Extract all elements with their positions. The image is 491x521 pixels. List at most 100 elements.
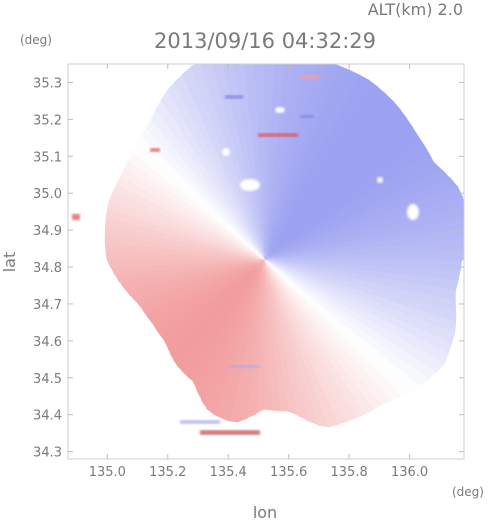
echo-sector — [187, 259, 265, 383]
y-tick-label: 35.3 — [33, 76, 62, 91]
echo-sector — [264, 249, 464, 262]
echo-sector — [213, 259, 265, 419]
echo-sector — [135, 259, 265, 308]
velocity-field — [72, 64, 464, 435]
echo-streak — [258, 133, 298, 137]
echo-sector — [264, 109, 408, 260]
echo-sector — [264, 259, 429, 387]
echo-sector — [192, 259, 265, 392]
echo-sector — [123, 159, 265, 260]
echo-sector — [264, 135, 425, 260]
y-tick-label: 34.4 — [33, 409, 62, 424]
chart-title: 2013/09/16 04:32:29 — [154, 29, 376, 53]
echo-sector — [264, 259, 412, 398]
echo-sector — [264, 259, 402, 402]
echo-sector — [264, 93, 395, 260]
echo-streak — [150, 148, 160, 152]
echo-streak — [180, 420, 220, 424]
echo-sector — [200, 64, 265, 260]
echo-sector — [264, 217, 464, 260]
echo-sector — [264, 169, 451, 260]
echo-sector — [264, 259, 357, 423]
x-tick-label: 136.0 — [391, 465, 428, 480]
data-gap — [275, 107, 285, 113]
y-tick-label: 35.0 — [33, 187, 62, 202]
echo-sector — [140, 259, 265, 314]
echo-sector — [243, 64, 265, 260]
echo-streak — [72, 214, 80, 220]
echo-sector — [116, 175, 265, 260]
echo-sector — [119, 259, 265, 290]
y-unit-label: (deg) — [20, 33, 52, 47]
echo-sector — [264, 259, 298, 416]
echo-sector — [264, 259, 449, 365]
echo-sector — [166, 259, 265, 354]
echo-sector — [264, 259, 329, 428]
echo-sector — [222, 64, 265, 260]
y-axis-label: lat — [0, 252, 19, 273]
x-axis-label: lon — [253, 503, 277, 521]
echo-sector — [129, 259, 265, 302]
y-tick-label: 34.6 — [33, 335, 62, 350]
echo-sector — [120, 167, 265, 260]
echo-sector — [264, 259, 338, 428]
echo-sector — [106, 258, 265, 268]
echo-sector — [177, 259, 265, 373]
echo-sector — [112, 183, 265, 260]
echo-sector — [264, 126, 419, 260]
echo-sector — [264, 259, 445, 373]
echo-sector — [109, 190, 265, 260]
y-tick-label: 35.1 — [33, 150, 62, 165]
echo-sector — [263, 259, 273, 411]
echo-sector — [169, 259, 265, 361]
y-tick-label: 34.3 — [33, 446, 62, 461]
echo-sector — [264, 100, 402, 260]
echo-sector — [264, 259, 289, 412]
axis-ticks: 135.0 135.2 135.4 135.6 135.8 136.0 34.3 34.4 34… — [33, 64, 464, 480]
echo-sector — [264, 259, 392, 406]
echo-sector — [254, 64, 266, 260]
echo-streak — [230, 365, 260, 368]
echo-sector — [140, 127, 265, 260]
echo-sector — [206, 259, 265, 415]
echo-sector — [144, 259, 265, 319]
x-tick-label: 135.2 — [149, 465, 186, 480]
echo-sector — [145, 118, 265, 260]
echo-streak — [300, 75, 320, 79]
x-tick-label: 135.4 — [210, 465, 247, 480]
echo-sector — [196, 259, 265, 401]
echo-sector — [264, 259, 319, 426]
x-tick-label: 135.6 — [270, 465, 307, 480]
data-gap — [377, 177, 383, 183]
data-gap — [240, 179, 260, 191]
echo-sector — [264, 152, 435, 260]
x-tick-label: 135.8 — [331, 465, 368, 480]
x-tick-label: 135.0 — [89, 465, 126, 480]
echo-sector — [264, 117, 414, 260]
echo-sector — [155, 259, 265, 336]
echo-sector — [264, 69, 361, 260]
data-gap — [222, 148, 230, 156]
echo-sector — [155, 99, 265, 260]
y-tick-label: 34.5 — [33, 372, 62, 387]
data-gap — [407, 204, 419, 220]
echo-sector — [264, 177, 459, 260]
echo-sector — [174, 73, 265, 260]
echo-sector — [264, 259, 365, 419]
echo-sector — [181, 66, 265, 260]
echo-sector — [264, 259, 437, 381]
echo-sector — [264, 161, 443, 260]
echo-sector — [264, 259, 348, 426]
echo-sector — [264, 86, 387, 260]
echo-sector — [160, 89, 265, 260]
echo-sector — [136, 135, 265, 260]
echo-sector — [264, 259, 281, 412]
echo-sector — [264, 259, 374, 415]
echo-sector — [264, 65, 351, 260]
plot-frame — [67, 63, 465, 460]
echo-sector — [150, 108, 265, 260]
altitude-label: ALT(km) 2.0 — [368, 0, 463, 19]
echo-sector — [264, 259, 453, 355]
echo-streak — [225, 95, 243, 99]
